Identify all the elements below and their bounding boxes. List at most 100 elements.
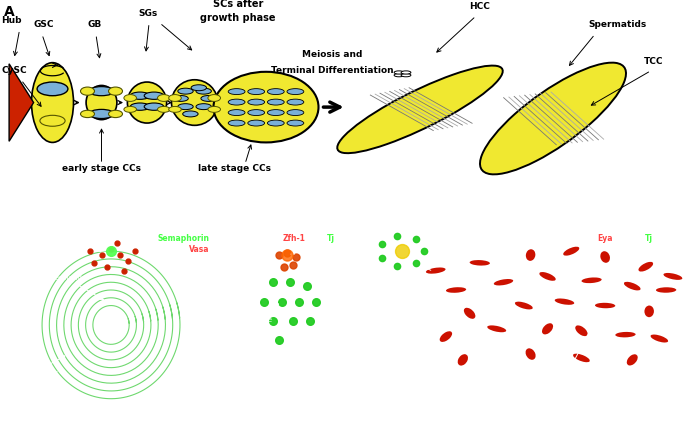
Ellipse shape: [86, 85, 117, 120]
Text: Spermatids: Spermatids: [47, 275, 104, 300]
Ellipse shape: [228, 110, 245, 116]
Text: early stage
cyst cells: early stage cyst cells: [233, 304, 279, 330]
Ellipse shape: [169, 95, 181, 101]
Ellipse shape: [191, 85, 206, 91]
Ellipse shape: [582, 277, 601, 283]
Text: Zfh-1: Zfh-1: [283, 234, 306, 243]
Ellipse shape: [480, 62, 626, 174]
Ellipse shape: [248, 89, 265, 95]
Ellipse shape: [267, 120, 284, 126]
Text: Spermatocytes: Spermatocytes: [6, 356, 65, 376]
Ellipse shape: [208, 95, 220, 101]
Ellipse shape: [650, 335, 668, 343]
Ellipse shape: [401, 71, 411, 74]
Text: Eya: Eya: [597, 234, 613, 243]
Ellipse shape: [539, 272, 556, 281]
Ellipse shape: [458, 354, 468, 365]
Ellipse shape: [337, 65, 503, 153]
Ellipse shape: [601, 251, 610, 263]
Ellipse shape: [201, 95, 216, 101]
Ellipse shape: [464, 308, 475, 319]
Ellipse shape: [228, 89, 245, 95]
Ellipse shape: [554, 298, 574, 305]
Polygon shape: [9, 64, 34, 141]
Ellipse shape: [108, 110, 122, 118]
Text: B: B: [6, 234, 15, 243]
Ellipse shape: [573, 354, 590, 362]
Ellipse shape: [144, 92, 164, 99]
Ellipse shape: [169, 106, 181, 112]
Ellipse shape: [248, 110, 265, 116]
Ellipse shape: [526, 348, 536, 360]
Ellipse shape: [401, 73, 411, 77]
Text: Tj: Tj: [645, 234, 653, 243]
Ellipse shape: [664, 273, 682, 280]
Ellipse shape: [595, 303, 615, 308]
Ellipse shape: [248, 120, 265, 126]
Ellipse shape: [130, 92, 150, 99]
Ellipse shape: [440, 331, 452, 342]
Text: early stage CCs: early stage CCs: [62, 164, 141, 173]
Ellipse shape: [228, 99, 245, 105]
Ellipse shape: [470, 260, 490, 265]
Text: CySC: CySC: [1, 66, 27, 75]
Text: GSC: GSC: [34, 20, 54, 30]
Ellipse shape: [615, 332, 636, 337]
Text: Spermatids: Spermatids: [588, 20, 646, 30]
Ellipse shape: [32, 62, 74, 143]
Ellipse shape: [656, 287, 676, 293]
Ellipse shape: [494, 279, 513, 285]
Text: Terminal Differentiation: Terminal Differentiation: [271, 66, 394, 75]
Ellipse shape: [446, 287, 466, 293]
Ellipse shape: [267, 99, 284, 105]
Ellipse shape: [542, 323, 553, 334]
Ellipse shape: [267, 110, 284, 116]
Text: D: D: [368, 234, 377, 243]
Ellipse shape: [196, 104, 211, 110]
Ellipse shape: [173, 95, 188, 101]
Ellipse shape: [124, 95, 136, 101]
Ellipse shape: [158, 95, 170, 101]
Ellipse shape: [638, 262, 653, 272]
Ellipse shape: [214, 72, 318, 142]
Ellipse shape: [645, 306, 654, 317]
Ellipse shape: [626, 354, 638, 365]
Text: Tj: Tj: [309, 242, 315, 248]
Ellipse shape: [178, 104, 193, 110]
Text: C: C: [220, 234, 228, 243]
Ellipse shape: [89, 109, 114, 119]
Ellipse shape: [287, 89, 304, 95]
Ellipse shape: [228, 120, 245, 126]
Ellipse shape: [37, 82, 68, 96]
Ellipse shape: [89, 87, 114, 96]
Ellipse shape: [130, 103, 150, 110]
Text: A: A: [4, 5, 14, 19]
Ellipse shape: [144, 103, 164, 110]
Text: CySC: CySC: [290, 235, 323, 255]
Ellipse shape: [208, 106, 220, 112]
Ellipse shape: [526, 249, 536, 261]
Ellipse shape: [515, 302, 533, 309]
Text: Vasa: Vasa: [189, 245, 209, 254]
Text: TCC: TCC: [644, 57, 664, 66]
Ellipse shape: [124, 106, 136, 112]
Text: early stage
cyst cells: early stage cyst cells: [412, 262, 475, 287]
Ellipse shape: [287, 99, 304, 105]
Text: Meiosis and: Meiosis and: [302, 50, 363, 59]
Ellipse shape: [426, 268, 446, 274]
Ellipse shape: [287, 110, 304, 116]
Ellipse shape: [248, 99, 265, 105]
Text: GSCs, GBs, SGs: GSCs, GBs, SGs: [8, 241, 109, 254]
Text: HCC: HCC: [469, 2, 490, 11]
Text: SCs after: SCs after: [213, 0, 263, 9]
Ellipse shape: [80, 110, 94, 118]
Text: Tj: Tj: [326, 234, 335, 243]
Ellipse shape: [287, 120, 304, 126]
Ellipse shape: [394, 71, 404, 74]
Ellipse shape: [183, 111, 198, 117]
Text: late stage CCs: late stage CCs: [198, 164, 271, 173]
Text: GB: GB: [88, 20, 102, 30]
Text: late stage cyst cells: late stage cyst cells: [531, 319, 600, 380]
Ellipse shape: [267, 89, 284, 95]
Ellipse shape: [127, 82, 167, 123]
